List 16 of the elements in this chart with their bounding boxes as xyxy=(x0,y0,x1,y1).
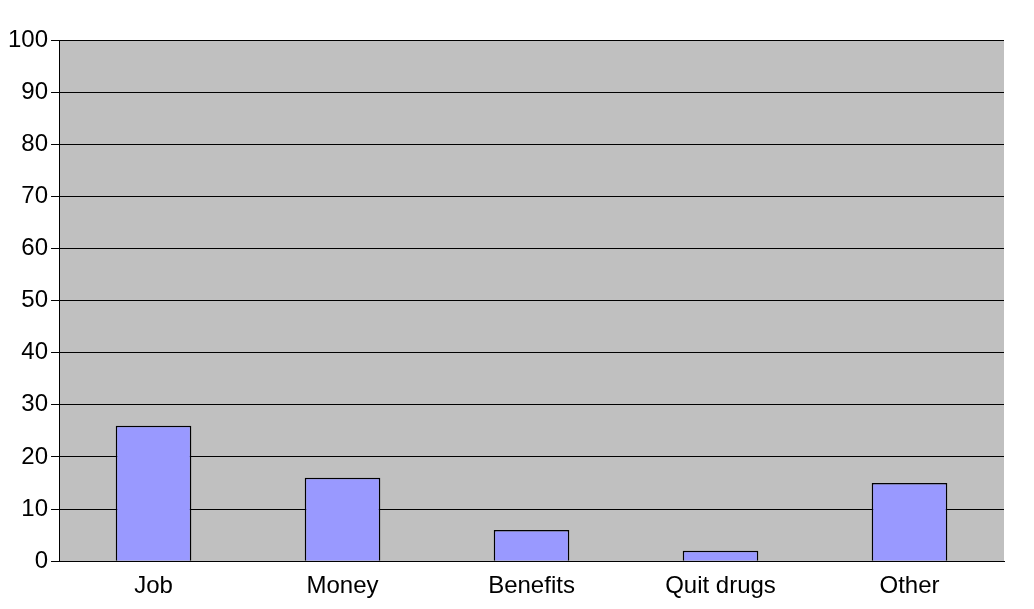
y-tick-label: 100 xyxy=(8,24,49,52)
x-tick-label: Job xyxy=(134,571,173,599)
y-tick-label: 10 xyxy=(21,493,49,521)
y-tick-label: 80 xyxy=(21,128,49,156)
y-tick-label: 70 xyxy=(21,180,49,208)
x-tick-label: Other xyxy=(879,571,940,599)
x-tick-label: Quit drugs xyxy=(665,571,776,599)
y-tick-label: 50 xyxy=(21,285,49,313)
y-tick-label: 30 xyxy=(21,389,49,417)
y-tick-label: 60 xyxy=(21,233,49,261)
y-tick-label: 20 xyxy=(21,441,49,469)
y-tick-label: 90 xyxy=(21,76,49,104)
y-tick-label: 0 xyxy=(34,545,49,573)
x-tick-label: Money xyxy=(306,571,379,599)
x-tick-label: Benefits xyxy=(488,571,575,599)
y-tick-label: 40 xyxy=(21,337,49,365)
